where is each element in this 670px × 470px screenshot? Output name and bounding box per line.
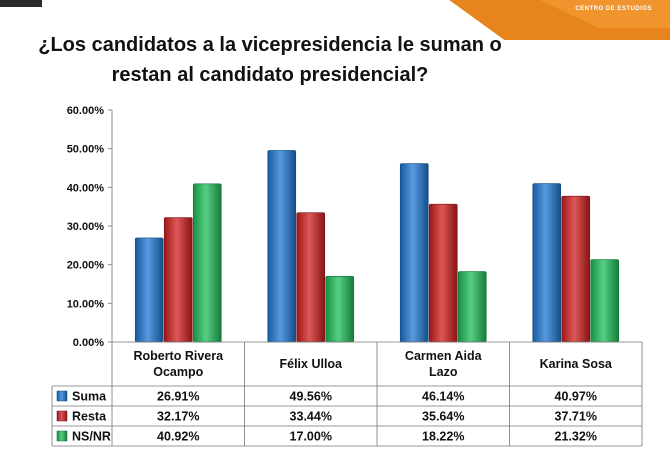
y-tick-label: 20.00% — [67, 260, 105, 272]
corner-decoration-left — [0, 0, 42, 7]
category-label: Félix Ulloa — [279, 357, 343, 371]
legend-label-resta: Resta — [72, 410, 107, 424]
legend-swatch-suma — [56, 390, 68, 402]
category-label-line: Roberto Rivera — [133, 349, 224, 363]
bar-resta-1 — [163, 217, 193, 343]
data-label-ns-nr: 40.92% — [157, 430, 199, 444]
y-tick-label: 40.00% — [67, 182, 105, 194]
y-tick-label: 60.00% — [67, 105, 105, 117]
y-tick-label: 50.00% — [67, 144, 105, 156]
category-label-line: Félix Ulloa — [279, 357, 343, 371]
y-tick-label: 0.00% — [73, 337, 104, 349]
chart-title-line-2: restan al candidato presidencial? — [111, 64, 429, 86]
bar-suma-4 — [532, 183, 562, 343]
data-label-ns-nr: 21.32% — [555, 430, 597, 444]
bar-resta-2 — [296, 212, 326, 343]
category-label-line: Carmen Aida — [405, 349, 483, 363]
category-label: Carmen Aida Lazo — [405, 349, 483, 379]
bar-resta-3 — [428, 203, 458, 343]
bar-suma-3 — [399, 163, 429, 343]
y-tick-label: 30.00% — [67, 221, 105, 233]
legend-label-suma: Suma — [72, 390, 107, 404]
legend-label-ns-nr: NS/NR — [72, 430, 111, 444]
data-label-ns-nr: 18.22% — [422, 430, 464, 444]
category-label-line: Karina Sosa — [540, 357, 613, 371]
bar-resta-4 — [561, 195, 591, 343]
data-label-suma: 26.91% — [157, 390, 199, 404]
bar-ns-nr-3 — [457, 271, 487, 343]
data-label-resta: 35.64% — [422, 410, 464, 424]
y-tick-label: 10.00% — [67, 298, 105, 310]
data-label-resta: 32.17% — [157, 410, 199, 424]
brand-label: CENTRO DE ESTUDIOS — [575, 6, 652, 12]
data-label-resta: 37.71% — [555, 410, 597, 424]
bar-ns-nr-1 — [192, 183, 222, 343]
category-label: Roberto Rivera Ocampo — [133, 349, 224, 379]
category-label-line: Ocampo — [153, 365, 203, 379]
bar-suma-1 — [134, 237, 164, 343]
category-label-line: Lazo — [429, 365, 458, 379]
data-label-suma: 49.56% — [290, 390, 332, 404]
chart-title: ¿Los candidatos a la vicepresidencia le … — [20, 30, 520, 90]
bar-ns-nr-2 — [325, 275, 355, 343]
data-label-suma: 40.97% — [555, 390, 597, 404]
chart-title-line-1: ¿Los candidatos a la vicepresidencia le … — [38, 34, 502, 56]
data-label-suma: 46.14% — [422, 390, 464, 404]
legend-swatch-resta — [56, 410, 68, 422]
data-label-ns-nr: 17.00% — [290, 430, 332, 444]
bar-ns-nr-4 — [590, 259, 620, 343]
category-label: Karina Sosa — [540, 357, 613, 371]
legend-swatch-ns-nr — [56, 430, 68, 442]
bar-suma-2 — [267, 150, 297, 343]
data-label-resta: 33.44% — [290, 410, 332, 424]
